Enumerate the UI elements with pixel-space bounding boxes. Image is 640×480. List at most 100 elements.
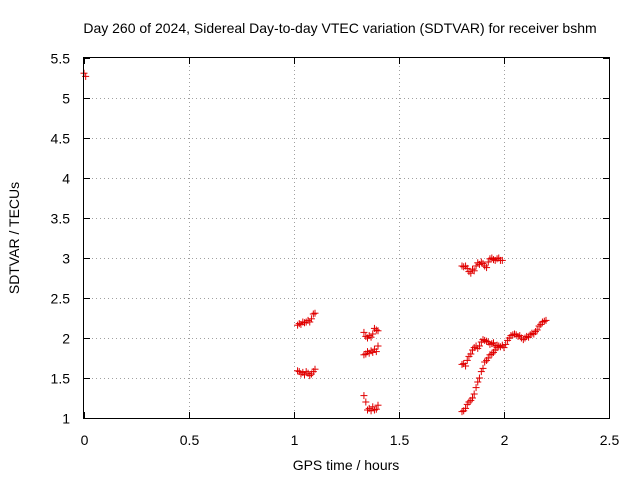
- data-point: [470, 267, 478, 275]
- data-point: [463, 356, 471, 364]
- data-point: [540, 317, 548, 325]
- data-point: [372, 348, 380, 356]
- data-point: [295, 320, 303, 328]
- data-point: [470, 390, 478, 398]
- data-point: [488, 350, 496, 358]
- data-point: [458, 408, 466, 416]
- data-point: [521, 334, 529, 342]
- data-point: [533, 326, 541, 334]
- data-point: [367, 333, 375, 341]
- data-point: [304, 316, 312, 324]
- data-point: [479, 336, 487, 344]
- x-tick-label: 2: [501, 432, 509, 448]
- data-point: [472, 262, 480, 270]
- data-point: [474, 259, 482, 267]
- grid-layer: [84, 58, 609, 418]
- data-point: [307, 315, 315, 323]
- data-point: [502, 340, 510, 348]
- data-point: [514, 332, 522, 340]
- data-point: [542, 316, 550, 324]
- data-points: [80, 69, 550, 416]
- y-tick-label: 1.5: [51, 371, 71, 387]
- data-point: [369, 330, 377, 338]
- data-point: [364, 348, 371, 356]
- data-point: [306, 372, 314, 380]
- data-point: [519, 336, 527, 344]
- data-point: [370, 406, 378, 414]
- x-tick-label: 0.5: [180, 432, 200, 448]
- data-point: [309, 310, 317, 318]
- y-tick-label: 5.5: [51, 51, 71, 67]
- data-point: [481, 336, 489, 344]
- data-point: [294, 321, 302, 329]
- data-point: [512, 331, 520, 339]
- data-point: [294, 367, 302, 375]
- data-point: [484, 354, 492, 362]
- y-tick-label: 2.5: [51, 291, 71, 307]
- chart-title: Day 260 of 2024, Sidereal Day-to-day VTE…: [83, 20, 596, 36]
- data-point: [472, 384, 480, 392]
- y-tick-label: 2: [62, 331, 70, 347]
- data-point: [493, 341, 501, 349]
- data-point: [360, 351, 368, 359]
- data-point: [458, 360, 466, 368]
- x-tick-label: 2.5: [600, 432, 620, 448]
- y-tick-label: 3: [62, 251, 70, 267]
- data-point: [360, 392, 368, 400]
- data-point: [367, 407, 375, 415]
- data-point: [467, 350, 475, 358]
- data-point: [477, 258, 485, 266]
- data-point: [372, 326, 380, 334]
- data-point: [374, 401, 382, 409]
- x-axis-label: GPS time / hours: [293, 457, 400, 473]
- data-point: [364, 406, 371, 414]
- data-point: [360, 328, 368, 336]
- y-tick-label: 4: [62, 171, 70, 187]
- data-point: [369, 403, 377, 411]
- data-point: [493, 255, 501, 263]
- data-point: [532, 328, 539, 336]
- data-point: [462, 362, 470, 370]
- data-point: [367, 347, 375, 355]
- data-point: [481, 358, 489, 366]
- data-point: [306, 318, 314, 326]
- y-tick-label: 3.5: [51, 211, 71, 227]
- data-point: [490, 339, 497, 347]
- data-point: [301, 371, 308, 379]
- data-point: [483, 337, 491, 345]
- data-point: [311, 365, 319, 373]
- data-point: [374, 327, 382, 335]
- data-point: [311, 309, 319, 317]
- data-point: [475, 374, 483, 382]
- x-tick-label: 1.5: [390, 432, 410, 448]
- data-point: [362, 398, 370, 406]
- data-point: [479, 364, 487, 372]
- data-point: [498, 256, 506, 264]
- data-point: [526, 331, 534, 339]
- data-point: [511, 330, 518, 338]
- x-tick-label: 0: [81, 432, 89, 448]
- data-point: [477, 368, 485, 376]
- data-point: [369, 348, 377, 356]
- data-point: [463, 264, 471, 272]
- y-axis-label: SDTVAR / TECUs: [6, 182, 22, 294]
- data-point: [528, 329, 536, 337]
- data-point: [484, 258, 492, 266]
- data-point: [469, 394, 476, 402]
- data-point: [475, 342, 483, 350]
- data-point: [462, 404, 470, 412]
- plot-frame: [83, 57, 610, 419]
- data-point: [483, 264, 491, 272]
- tick-layer: 0 0.5 1 1.5 2 2.5 1 1.5 2 2.5 3 3.5 4 4.5 5 5.5: [51, 51, 620, 449]
- data-point: [469, 265, 476, 273]
- data-point: [372, 405, 380, 413]
- y-tick-label: 1: [62, 411, 70, 427]
- data-point: [362, 332, 370, 340]
- data-point: [490, 256, 497, 264]
- data-point: [460, 263, 468, 271]
- y-tick-label: 5: [62, 91, 70, 107]
- data-point: [535, 322, 543, 330]
- x-tick-label: 1: [291, 432, 299, 448]
- data-point: [474, 378, 482, 386]
